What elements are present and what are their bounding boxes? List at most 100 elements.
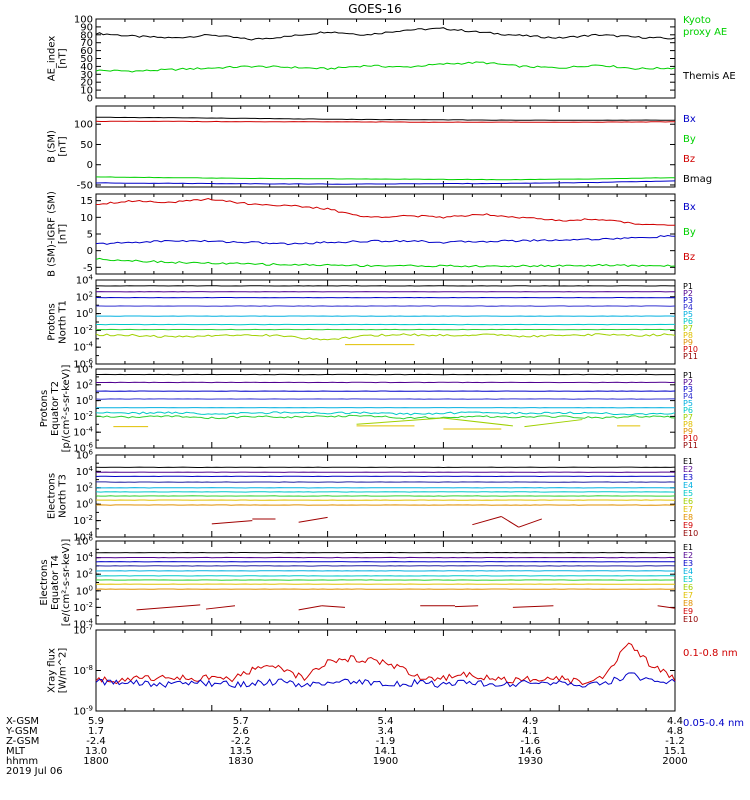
- series-segment: [136, 604, 201, 611]
- legend-entry: P5: [683, 310, 693, 319]
- y-tick-label: 106: [76, 535, 94, 548]
- series-line: [95, 414, 676, 420]
- legend-entry: E10: [683, 529, 698, 538]
- series-line: [95, 333, 676, 341]
- series-segment: [657, 605, 676, 609]
- y-axis-label: Electrons: [39, 559, 50, 605]
- y-tick-label: 10: [80, 213, 93, 224]
- y-tick-label: 20: [80, 78, 93, 89]
- y-tick-label: 104: [76, 363, 94, 376]
- footer-value: 15.1: [664, 746, 686, 757]
- y-tick-label: 30: [80, 70, 93, 81]
- legend-entry: E2: [683, 465, 693, 474]
- footer-value: 3.4: [378, 726, 394, 737]
- legend-entry: E1: [683, 543, 693, 552]
- y-tick-label: 10-7: [73, 624, 93, 637]
- legend-entry: E5: [683, 489, 693, 498]
- y-tick-label: -50: [77, 180, 93, 191]
- footer-value: 4.9: [522, 716, 538, 727]
- legend-entry: P4: [683, 392, 693, 401]
- y-tick-label: 50: [80, 54, 93, 65]
- panel-frame: [95, 540, 676, 625]
- y-tick-label: 10-8: [73, 664, 93, 677]
- legend-entry: P11: [683, 352, 698, 361]
- footer-value: 5.9: [88, 716, 104, 727]
- y-tick-label: 90: [80, 22, 93, 33]
- series-line: [95, 61, 676, 73]
- legend-entry: P3: [683, 385, 693, 394]
- legend-entry: P6: [683, 406, 693, 415]
- y-tick-label: 104: [76, 465, 94, 478]
- legend-entry: Themis AE: [682, 71, 736, 82]
- legend-entry: P7: [683, 324, 693, 333]
- legend-entry: P1: [683, 371, 693, 380]
- panel-frame: [95, 18, 676, 99]
- series-segment: [298, 516, 328, 523]
- legend-entry: 0.1-0.8 nm: [683, 648, 738, 659]
- series-line: [96, 116, 676, 121]
- footer-value: 5.4: [378, 716, 394, 727]
- y-tick-label: 10-2: [73, 514, 93, 527]
- legend-entry: E9: [683, 521, 693, 530]
- y-tick-label: 80: [80, 30, 93, 41]
- legend-entry: E3: [683, 559, 693, 568]
- legend-entry: P2: [683, 378, 693, 387]
- footer-value: -2.4: [86, 736, 106, 747]
- panel-7: 10-4 10-2 100 102 104 106 Electrons Equator T4[…: [39, 535, 698, 631]
- footer-value: -1.2: [665, 736, 685, 747]
- y-axis-label: Xray flux: [47, 648, 58, 693]
- y-axis-label: Equator T2: [50, 381, 61, 436]
- y-tick-label: 102: [76, 290, 93, 303]
- footer-value: -1.9: [376, 736, 396, 747]
- y-axis-label: [p/(cm²-s-sr-keV)]: [61, 365, 72, 453]
- series-line: [95, 672, 676, 688]
- y-tick-label: 100: [76, 307, 93, 320]
- y-axis-label: Equator T4: [50, 555, 61, 610]
- panel-frame: [95, 279, 676, 365]
- legend-entry: By: [683, 227, 696, 238]
- legend-entry: P8: [683, 420, 693, 429]
- y-axis-label: North T3: [58, 474, 69, 518]
- y-tick-label: 10-2: [73, 410, 93, 423]
- series-line: [95, 411, 676, 416]
- panel-frame: [95, 368, 676, 449]
- y-tick-label: 10-6: [73, 442, 93, 455]
- y-tick-label: 10-6: [73, 358, 93, 371]
- series-segment: [518, 518, 542, 528]
- y-tick-label: 5: [87, 230, 93, 241]
- footer-value: 1900: [373, 756, 398, 767]
- y-axis-label: Protons: [39, 390, 50, 427]
- y-tick-label: 10: [80, 86, 93, 97]
- y-tick-label: 104: [76, 274, 94, 287]
- panel-4: 10-6 10-4 10-2 100 102 104 Protons North T1 P1P2…: [47, 274, 699, 371]
- series-line: [95, 197, 675, 226]
- footer-value: 1830: [228, 756, 253, 767]
- panel-8: 10-9 10-8 10-7 Xray flux [W/m^2] 0.1-0.8 nm 0.…: [47, 624, 745, 730]
- legend-entry: E3: [683, 473, 693, 482]
- legend-entry: E7: [683, 505, 693, 514]
- y-tick-label: 10-2: [73, 601, 93, 614]
- series-segment: [472, 516, 502, 526]
- legend-entry: E4: [683, 567, 693, 576]
- legend-entry: Bz: [683, 252, 695, 263]
- series-segment: [501, 516, 519, 528]
- y-tick-label: 102: [76, 481, 93, 494]
- legend-entry: E6: [683, 583, 693, 592]
- y-tick-label: 70: [80, 38, 93, 49]
- y-axis-label: B (SM)-IGRF (SM): [47, 191, 58, 277]
- footer-value: 1800: [83, 756, 108, 767]
- legend-entry: P9: [683, 338, 693, 347]
- legend-entry: P1: [683, 282, 693, 291]
- footer-row-label: hhmm: [6, 756, 38, 767]
- y-tick-label: 10-4: [73, 618, 93, 631]
- legend-entry: E9: [683, 607, 693, 616]
- footer-value: 2000: [662, 756, 687, 767]
- legend-entry: E8: [683, 513, 693, 522]
- footer-row-label: 2019 Jul 06: [6, 766, 63, 777]
- y-tick-label: 100: [74, 120, 93, 131]
- series-segment: [512, 605, 554, 608]
- y-axis-label: [nT]: [58, 224, 69, 244]
- footer-value: 1930: [518, 756, 543, 767]
- series-segment: [356, 417, 444, 425]
